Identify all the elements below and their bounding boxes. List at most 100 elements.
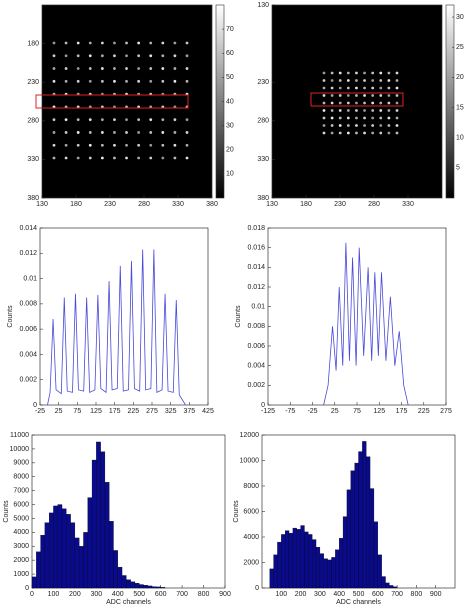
- spot: [363, 79, 366, 82]
- spot: [88, 156, 92, 160]
- histogram-bar: [70, 522, 76, 589]
- spot: [185, 143, 189, 147]
- colorbar-tick-label: 20: [226, 147, 234, 154]
- spot: [379, 124, 383, 127]
- spot: [371, 116, 375, 120]
- spot: [338, 79, 342, 82]
- histogram-bar: [273, 554, 278, 589]
- histogram-bar: [385, 582, 390, 589]
- spot: [113, 79, 116, 83]
- x-tick-label: 125: [90, 408, 102, 415]
- spot: [161, 118, 165, 122]
- spot: [137, 131, 141, 134]
- spot: [363, 94, 366, 97]
- spot: [330, 79, 334, 82]
- spot: [76, 131, 80, 134]
- spot: [387, 131, 391, 135]
- spot: [173, 54, 177, 58]
- spot: [76, 54, 80, 58]
- spot: [355, 116, 358, 120]
- x-tick-label: -75: [285, 408, 295, 415]
- spot: [330, 109, 334, 112]
- colorbar-tick-label: 25: [456, 44, 464, 51]
- colorbar-tick-label: 40: [226, 98, 234, 105]
- spot: [185, 54, 189, 58]
- x-tick-label: 275: [440, 408, 452, 415]
- x-tick-label: 300: [314, 591, 326, 598]
- colorbar-tick-label: 5: [456, 165, 460, 172]
- histogram-bar: [381, 576, 386, 589]
- x-tick-label: 25: [331, 408, 339, 415]
- spot: [173, 118, 177, 122]
- x-tick-label: 400: [112, 591, 124, 598]
- spot: [371, 94, 375, 97]
- x-tick-label: 425: [202, 408, 214, 415]
- x-tick-label: 100: [48, 591, 60, 598]
- spot: [173, 131, 177, 134]
- spot: [100, 67, 104, 70]
- spot: [330, 86, 334, 90]
- spot: [338, 124, 342, 127]
- spot: [173, 41, 177, 45]
- x-tick-label: 700: [176, 591, 188, 598]
- y-axis-label: Counts: [7, 305, 14, 328]
- y-tick-label: 0.012: [19, 250, 37, 257]
- y-tick-label: 10000: [240, 457, 260, 464]
- spot: [387, 94, 391, 97]
- spot: [100, 41, 104, 45]
- spot: [346, 86, 350, 90]
- spot: [64, 67, 68, 70]
- spot: [64, 156, 68, 160]
- histogram-bar: [61, 508, 67, 589]
- y-tick-label: 0.016: [247, 245, 265, 252]
- histogram-bar: [126, 579, 131, 589]
- spot: [387, 116, 391, 120]
- plot-frame: [271, 4, 443, 199]
- spot: [52, 54, 56, 58]
- spot: [395, 94, 399, 97]
- x-tick-label: 230: [104, 201, 116, 208]
- x-tick-label: 225: [127, 408, 139, 415]
- spot: [387, 101, 391, 105]
- spot: [346, 94, 350, 97]
- histogram-bar: [373, 521, 378, 589]
- spot: [330, 94, 334, 97]
- histogram-bar: [350, 470, 355, 589]
- spot: [88, 41, 92, 45]
- y-axis-label: Counts: [235, 305, 242, 328]
- x-tick-label: 200: [295, 591, 307, 598]
- histogram-bar: [49, 512, 54, 589]
- y-tick-label: 4000: [243, 534, 259, 541]
- spot: [363, 101, 366, 105]
- spot: [125, 118, 128, 122]
- x-tick-label: 275: [146, 408, 158, 415]
- y-tick-label: 5000: [13, 515, 29, 522]
- histogram-bar: [156, 586, 161, 589]
- y-tick-label: 0.002: [247, 382, 265, 389]
- y-tick-label: 0.018: [247, 225, 265, 232]
- spot: [185, 118, 189, 122]
- y-tick-label: 0.002: [19, 377, 37, 384]
- spot: [371, 131, 375, 135]
- x-tick-label: 100: [275, 591, 287, 598]
- histogram-bar: [358, 451, 363, 589]
- y-tick-label: 180: [27, 40, 39, 47]
- histogram-bar: [109, 521, 114, 589]
- y-tick-label: 0.014: [247, 264, 265, 271]
- spot: [355, 101, 358, 105]
- spot: [113, 156, 116, 160]
- y-tick-label: 0.014: [19, 225, 37, 232]
- y-tick-label: 0.004: [247, 363, 265, 370]
- histogram-bar: [44, 522, 50, 589]
- spot: [355, 79, 358, 82]
- spot: [185, 41, 189, 45]
- histogram-bar: [160, 587, 166, 589]
- x-tick-label: 0: [30, 591, 34, 598]
- y-tick-label: 130: [257, 2, 269, 9]
- y-tick-label: 380: [27, 195, 39, 202]
- spot: [322, 101, 326, 105]
- spot: [395, 124, 399, 127]
- histogram-bar: [327, 559, 332, 589]
- y-tick-label: 6000: [13, 501, 29, 508]
- histogram-bar: [143, 585, 148, 589]
